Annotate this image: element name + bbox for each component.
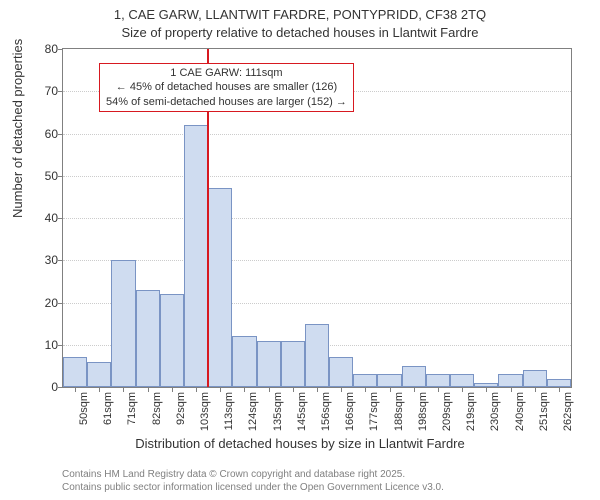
annotation-line3: 54% of semi-detached houses are larger (… [106, 95, 347, 109]
x-tick-mark [172, 387, 173, 392]
x-tick-mark [414, 387, 415, 392]
x-tick-mark [244, 387, 245, 392]
y-tick-label: 70 [28, 84, 58, 98]
x-tick-label: 230sqm [489, 392, 501, 436]
x-tick-label: 156sqm [320, 392, 332, 436]
footer-line2: Contains public sector information licen… [62, 481, 572, 494]
x-tick-mark [511, 387, 512, 392]
annotation-line2: ← 45% of detached houses are smaller (12… [106, 80, 347, 94]
bar [329, 357, 353, 387]
x-tick-mark [220, 387, 221, 392]
y-tick-mark [58, 176, 63, 177]
x-tick-label: 177sqm [368, 392, 380, 436]
x-tick-label: 251sqm [538, 392, 550, 436]
bar [305, 324, 329, 387]
x-tick-label: 82sqm [151, 392, 163, 436]
x-tick-mark [317, 387, 318, 392]
bar [136, 290, 160, 387]
y-tick-label: 40 [28, 211, 58, 225]
bar [450, 374, 474, 387]
annotation-line1: 1 CAE GARW: 111sqm [106, 66, 347, 80]
y-tick-mark [58, 134, 63, 135]
bar [523, 370, 547, 387]
x-tick-mark [293, 387, 294, 392]
footer-line1: Contains HM Land Registry data © Crown c… [62, 468, 572, 481]
bar [281, 341, 305, 387]
x-tick-label: 92sqm [175, 392, 187, 436]
x-tick-mark [462, 387, 463, 392]
bar [257, 341, 281, 387]
x-tick-mark [148, 387, 149, 392]
bar [160, 294, 184, 387]
x-tick-mark [99, 387, 100, 392]
title-line1: 1, CAE GARW, LLANTWIT FARDRE, PONTYPRIDD… [0, 6, 600, 24]
y-tick-label: 50 [28, 169, 58, 183]
x-tick-label: 166sqm [344, 392, 356, 436]
x-tick-label: 71sqm [126, 392, 138, 436]
y-tick-mark [58, 91, 63, 92]
x-tick-mark [365, 387, 366, 392]
chart-container: 1, CAE GARW, LLANTWIT FARDRE, PONTYPRIDD… [0, 0, 600, 500]
x-tick-label: 262sqm [562, 392, 574, 436]
x-tick-label: 50sqm [78, 392, 90, 436]
x-tick-label: 113sqm [223, 392, 235, 436]
x-tick-label: 103sqm [199, 392, 211, 436]
x-tick-label: 240sqm [514, 392, 526, 436]
bar [402, 366, 426, 387]
bar [232, 336, 256, 387]
x-tick-mark [123, 387, 124, 392]
x-tick-mark [559, 387, 560, 392]
y-tick-mark [58, 49, 63, 50]
bar [498, 374, 522, 387]
x-tick-mark [196, 387, 197, 392]
x-tick-label: 188sqm [393, 392, 405, 436]
bar [63, 357, 87, 387]
plot-area: 1 CAE GARW: 111sqm← 45% of detached hous… [62, 48, 572, 388]
title-line2: Size of property relative to detached ho… [0, 24, 600, 42]
y-tick-label: 60 [28, 127, 58, 141]
gridline [63, 260, 571, 261]
x-tick-label: 145sqm [296, 392, 308, 436]
y-tick-mark [58, 387, 63, 388]
bar [184, 125, 208, 387]
y-tick-label: 10 [28, 338, 58, 352]
y-tick-mark [58, 218, 63, 219]
y-tick-mark [58, 303, 63, 304]
bar [208, 188, 232, 387]
x-axis-label: Distribution of detached houses by size … [0, 436, 600, 451]
x-tick-label: 219sqm [465, 392, 477, 436]
title-block: 1, CAE GARW, LLANTWIT FARDRE, PONTYPRIDD… [0, 6, 600, 41]
annotation-box: 1 CAE GARW: 111sqm← 45% of detached hous… [99, 63, 354, 112]
x-tick-label: 135sqm [272, 392, 284, 436]
x-tick-mark [75, 387, 76, 392]
x-tick-mark [269, 387, 270, 392]
gridline [63, 176, 571, 177]
y-tick-label: 0 [28, 380, 58, 394]
y-axis-label: Number of detached properties [10, 39, 25, 218]
y-tick-mark [58, 345, 63, 346]
bar [353, 374, 377, 387]
x-tick-label: 209sqm [441, 392, 453, 436]
x-tick-mark [535, 387, 536, 392]
x-tick-mark [341, 387, 342, 392]
gridline [63, 218, 571, 219]
x-tick-mark [438, 387, 439, 392]
bar [87, 362, 111, 387]
bar [426, 374, 450, 387]
x-tick-label: 124sqm [247, 392, 259, 436]
footer: Contains HM Land Registry data © Crown c… [62, 468, 572, 494]
x-tick-label: 198sqm [417, 392, 429, 436]
x-tick-label: 61sqm [102, 392, 114, 436]
x-tick-mark [486, 387, 487, 392]
y-tick-mark [58, 260, 63, 261]
x-tick-mark [390, 387, 391, 392]
y-tick-label: 20 [28, 296, 58, 310]
y-tick-label: 80 [28, 42, 58, 56]
bar [111, 260, 135, 387]
bar [547, 379, 571, 387]
bar [377, 374, 401, 387]
gridline [63, 134, 571, 135]
y-tick-label: 30 [28, 253, 58, 267]
